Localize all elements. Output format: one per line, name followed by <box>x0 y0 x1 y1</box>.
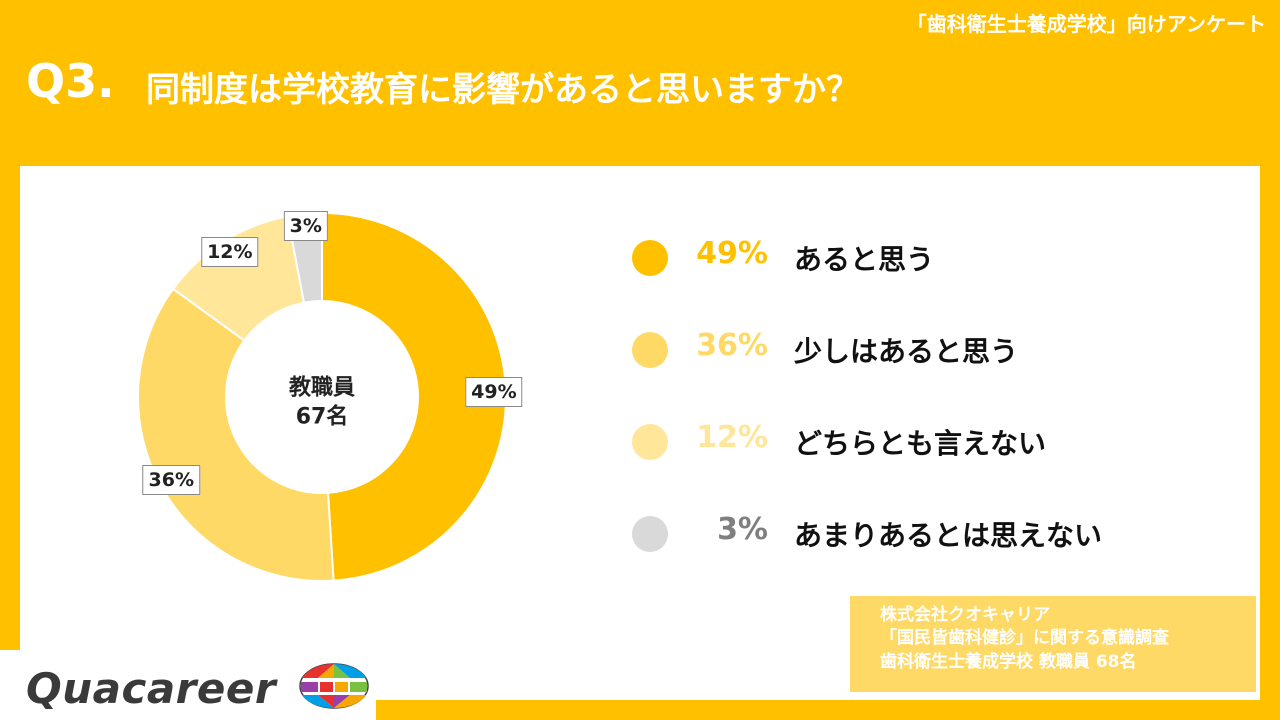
legend-item-0: 49% あると思う <box>632 214 1112 306</box>
legend-percent-2: 12% <box>696 420 768 455</box>
question-title: 同制度は学校教育に影響があると思いますか？ <box>146 70 860 110</box>
legend-percent-3: 3% <box>717 512 768 547</box>
legend-label-0: あると思う <box>794 243 935 276</box>
legend-dot-1 <box>632 332 668 368</box>
legend-percent-0: 49% <box>696 236 768 271</box>
source-line-survey: 「国民皆歯科健診」に関する意識調査 <box>880 628 1169 649</box>
center-label-line-2: 67名 <box>295 404 349 429</box>
legend-dot-0 <box>632 240 668 276</box>
slice-label-0: 49% <box>465 376 523 407</box>
legend-item-1: 36% 少しはあると思う <box>632 306 1112 398</box>
slice-label-3: 3% <box>283 210 328 241</box>
slice-label-2: 12% <box>201 236 259 267</box>
brand-logo-text: Quacareer <box>26 664 277 713</box>
globe-logo-icon <box>299 663 369 709</box>
donut-chart <box>137 211 508 582</box>
chart-panel: 49% 36% 12% 3% 教職員 67名 49% あると思う 36% 少しはあると… <box>20 166 1260 700</box>
question-number: Q3. <box>26 54 115 108</box>
source-line-company: 株式会社クオキャリア <box>880 605 1050 625</box>
legend-label-1: 少しはあると思う <box>794 335 1019 368</box>
legend-dot-2 <box>632 424 668 460</box>
survey-tag: 「歯科衛生士養成学校」向けアンケート <box>906 12 1266 36</box>
donut-center-label: 教職員 67名 <box>222 374 422 431</box>
logo-area: Quacareer <box>0 650 376 720</box>
slice-label-1: 36% <box>142 464 201 495</box>
legend-label-2: どちらとも言えない <box>794 427 1047 460</box>
chart-legend: 49% あると思う 36% 少しはあると思う 12% どちらとも言えない 3% … <box>632 214 1112 582</box>
donut-slice-0 <box>321 211 508 582</box>
donut-slice-1 <box>137 287 335 582</box>
source-note: 株式会社クオキャリア 「国民皆歯科健診」に関する意識調査 歯科衛生士養成学校 教… <box>850 596 1256 692</box>
legend-dot-3 <box>632 516 668 552</box>
center-label-line-1: 教職員 <box>288 375 355 401</box>
legend-item-2: 12% どちらとも言えない <box>632 398 1112 490</box>
legend-label-3: あまりあるとは思えない <box>794 519 1103 552</box>
source-line-sample: 歯科衛生士養成学校 教職員 68名 <box>880 651 1137 672</box>
legend-item-3: 3% あまりあるとは思えない <box>632 490 1112 582</box>
legend-percent-1: 36% <box>696 328 768 363</box>
